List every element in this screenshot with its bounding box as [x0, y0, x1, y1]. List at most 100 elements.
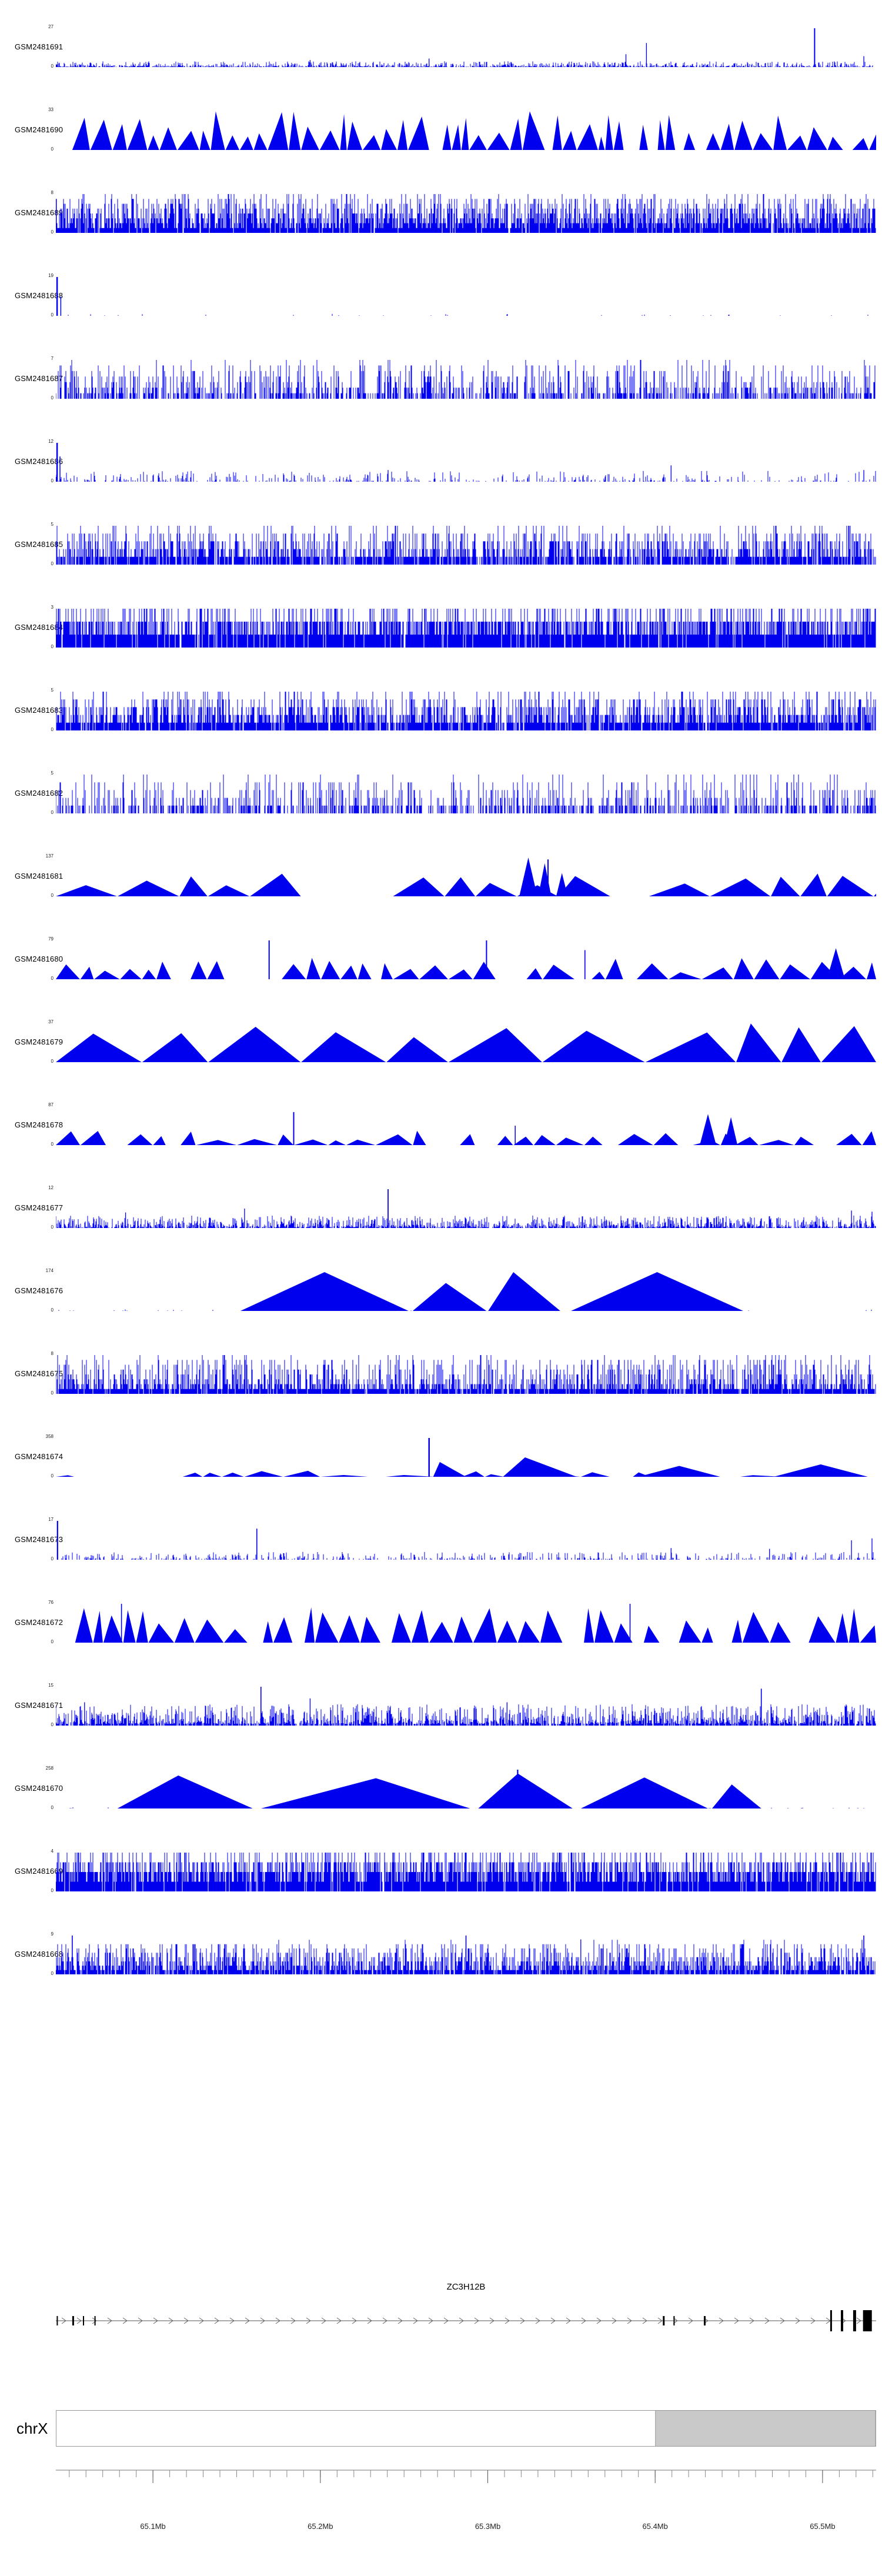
track-signal-plot	[56, 443, 876, 482]
signal-peak	[827, 948, 845, 979]
track-yaxis-zero-label: 0	[51, 1307, 54, 1313]
track-yaxis-max-label: 17	[48, 1517, 54, 1522]
signal-bars	[56, 61, 873, 67]
track-yaxis-zero-label: 0	[51, 1473, 54, 1479]
track-sample-label: GSM2481670	[15, 1784, 64, 1793]
signal-peaks	[56, 957, 876, 979]
track-signal-plot	[56, 194, 876, 233]
gene-name-label: ZC3H12B	[446, 2282, 486, 2292]
signal-peak	[773, 1464, 868, 1477]
track-yaxis-max-label: 137	[45, 853, 54, 859]
signal-bars	[56, 194, 876, 233]
track-signal-plot	[56, 1936, 876, 1974]
coverage-track-row: GSM2481685 5 0	[0, 508, 882, 591]
strand-arrow-icon	[138, 2317, 143, 2324]
signal-bars	[56, 526, 876, 565]
track-yaxis-zero-label: 0	[51, 561, 54, 566]
strand-arrow-icon	[397, 2317, 403, 2324]
strand-arrow-icon	[260, 2317, 265, 2324]
strand-arrow-icon	[290, 2317, 296, 2324]
track-sample-label: GSM2481671	[15, 1701, 64, 1710]
coverage-track-row: GSM2481690 33 0	[0, 94, 882, 176]
strand-arrow-icon	[245, 2317, 250, 2324]
signal-peak	[724, 1117, 738, 1145]
gene-model	[56, 2310, 876, 2331]
strand-arrow-icon	[352, 2317, 357, 2324]
signal-bars	[56, 692, 876, 730]
coverage-track-row: GSM2481682 5 0	[0, 757, 882, 840]
track-signal-plot	[56, 1112, 876, 1145]
strand-arrow-icon	[367, 2317, 372, 2324]
ruler-tick-label: 65.5Mb	[810, 2522, 835, 2531]
track-yaxis-zero-label: 0	[51, 1142, 54, 1147]
signal-peak	[478, 1773, 573, 1808]
signal-bars	[56, 1853, 876, 1891]
track-sample-label: GSM2481687	[15, 374, 64, 383]
strand-arrow-icon	[810, 2317, 816, 2324]
strand-arrow-icon	[795, 2317, 800, 2324]
strand-arrow-icon	[168, 2317, 173, 2324]
coordinate-ruler: 65.1Mb 65.2Mb 65.3Mb 65.4Mb 65.5Mb	[56, 2470, 876, 2531]
strand-arrow-icon	[719, 2317, 724, 2324]
track-signal-plot	[56, 28, 873, 67]
track-yaxis-max-label: 12	[48, 1185, 54, 1190]
track-yaxis-zero-label: 0	[51, 976, 54, 981]
signal-bars	[56, 1215, 876, 1228]
track-yaxis-max-label: 5	[51, 688, 54, 693]
track-yaxis-max-label: 5	[51, 522, 54, 527]
ruler-tick-label: 65.2Mb	[308, 2522, 333, 2531]
track-signal-plot	[56, 360, 876, 399]
track-yaxis-max-label: 5	[51, 770, 54, 776]
signal-peak	[571, 1272, 743, 1311]
track-yaxis-max-label: 358	[45, 1434, 54, 1439]
track-yaxis-zero-label: 0	[51, 1639, 54, 1644]
signal-peak	[412, 1283, 487, 1311]
exon-box	[663, 2316, 665, 2325]
strand-arrow-icon	[336, 2317, 342, 2324]
track-yaxis-zero-label: 0	[51, 810, 54, 815]
coverage-track-row: GSM2481686 12 0	[0, 425, 882, 508]
coverage-track-row: GSM2481674 358 0	[0, 1420, 882, 1503]
track-yaxis-zero-label: 0	[51, 312, 54, 318]
track-signal-plot	[56, 857, 876, 896]
strand-arrow-icon	[122, 2317, 128, 2324]
track-yaxis-max-label: 258	[45, 1766, 54, 1771]
strand-arrow-icon	[76, 2317, 82, 2324]
exon-box	[56, 2316, 58, 2325]
strand-arrow-icon	[275, 2317, 280, 2324]
strand-arrow-icon	[550, 2317, 556, 2324]
coverage-track-row: GSM2481680 79 0	[0, 923, 882, 1006]
strand-arrow-icon	[92, 2317, 97, 2324]
track-signal-plot	[56, 1438, 868, 1477]
track-signal-plot	[56, 1355, 876, 1394]
track-sample-label: GSM2481669	[15, 1867, 64, 1876]
coverage-track-row: GSM2481672 76 0	[0, 1586, 882, 1669]
strand-arrow-icon	[229, 2317, 235, 2324]
track-yaxis-max-label: 4	[51, 1848, 54, 1854]
signal-bars	[56, 609, 876, 648]
track-yaxis-max-label: 9	[51, 1931, 54, 1937]
track-sample-label: GSM2481689	[15, 208, 64, 217]
track-yaxis-max-label: 8	[51, 1351, 54, 1356]
track-yaxis-max-label: 76	[48, 1600, 54, 1605]
track-yaxis-zero-label: 0	[51, 727, 54, 732]
signal-peak	[433, 1461, 466, 1477]
signal-peak	[260, 1778, 470, 1808]
strand-arrow-icon	[443, 2317, 449, 2324]
track-sample-label: GSM2481673	[15, 1535, 64, 1544]
track-yaxis-zero-label: 0	[51, 64, 54, 69]
coverage-track-row: GSM2481677 12 0	[0, 1172, 882, 1254]
strand-arrow-icon	[520, 2317, 525, 2324]
track-yaxis-zero-label: 0	[51, 1390, 54, 1396]
track-signal-plot	[69, 1770, 864, 1808]
track-signal-plot	[72, 111, 876, 150]
track-yaxis-zero-label: 0	[51, 229, 54, 235]
coverage-track-row: GSM2481671 15 0	[0, 1669, 882, 1752]
strand-arrow-icon	[321, 2317, 326, 2324]
track-sample-label: GSM2481680	[15, 955, 64, 963]
strand-arrow-icon	[107, 2317, 112, 2324]
track-signal-plot	[56, 775, 876, 813]
signal-peak	[240, 1272, 409, 1311]
strand-arrow-icon	[581, 2317, 586, 2324]
track-signal-plot	[56, 1023, 876, 1062]
